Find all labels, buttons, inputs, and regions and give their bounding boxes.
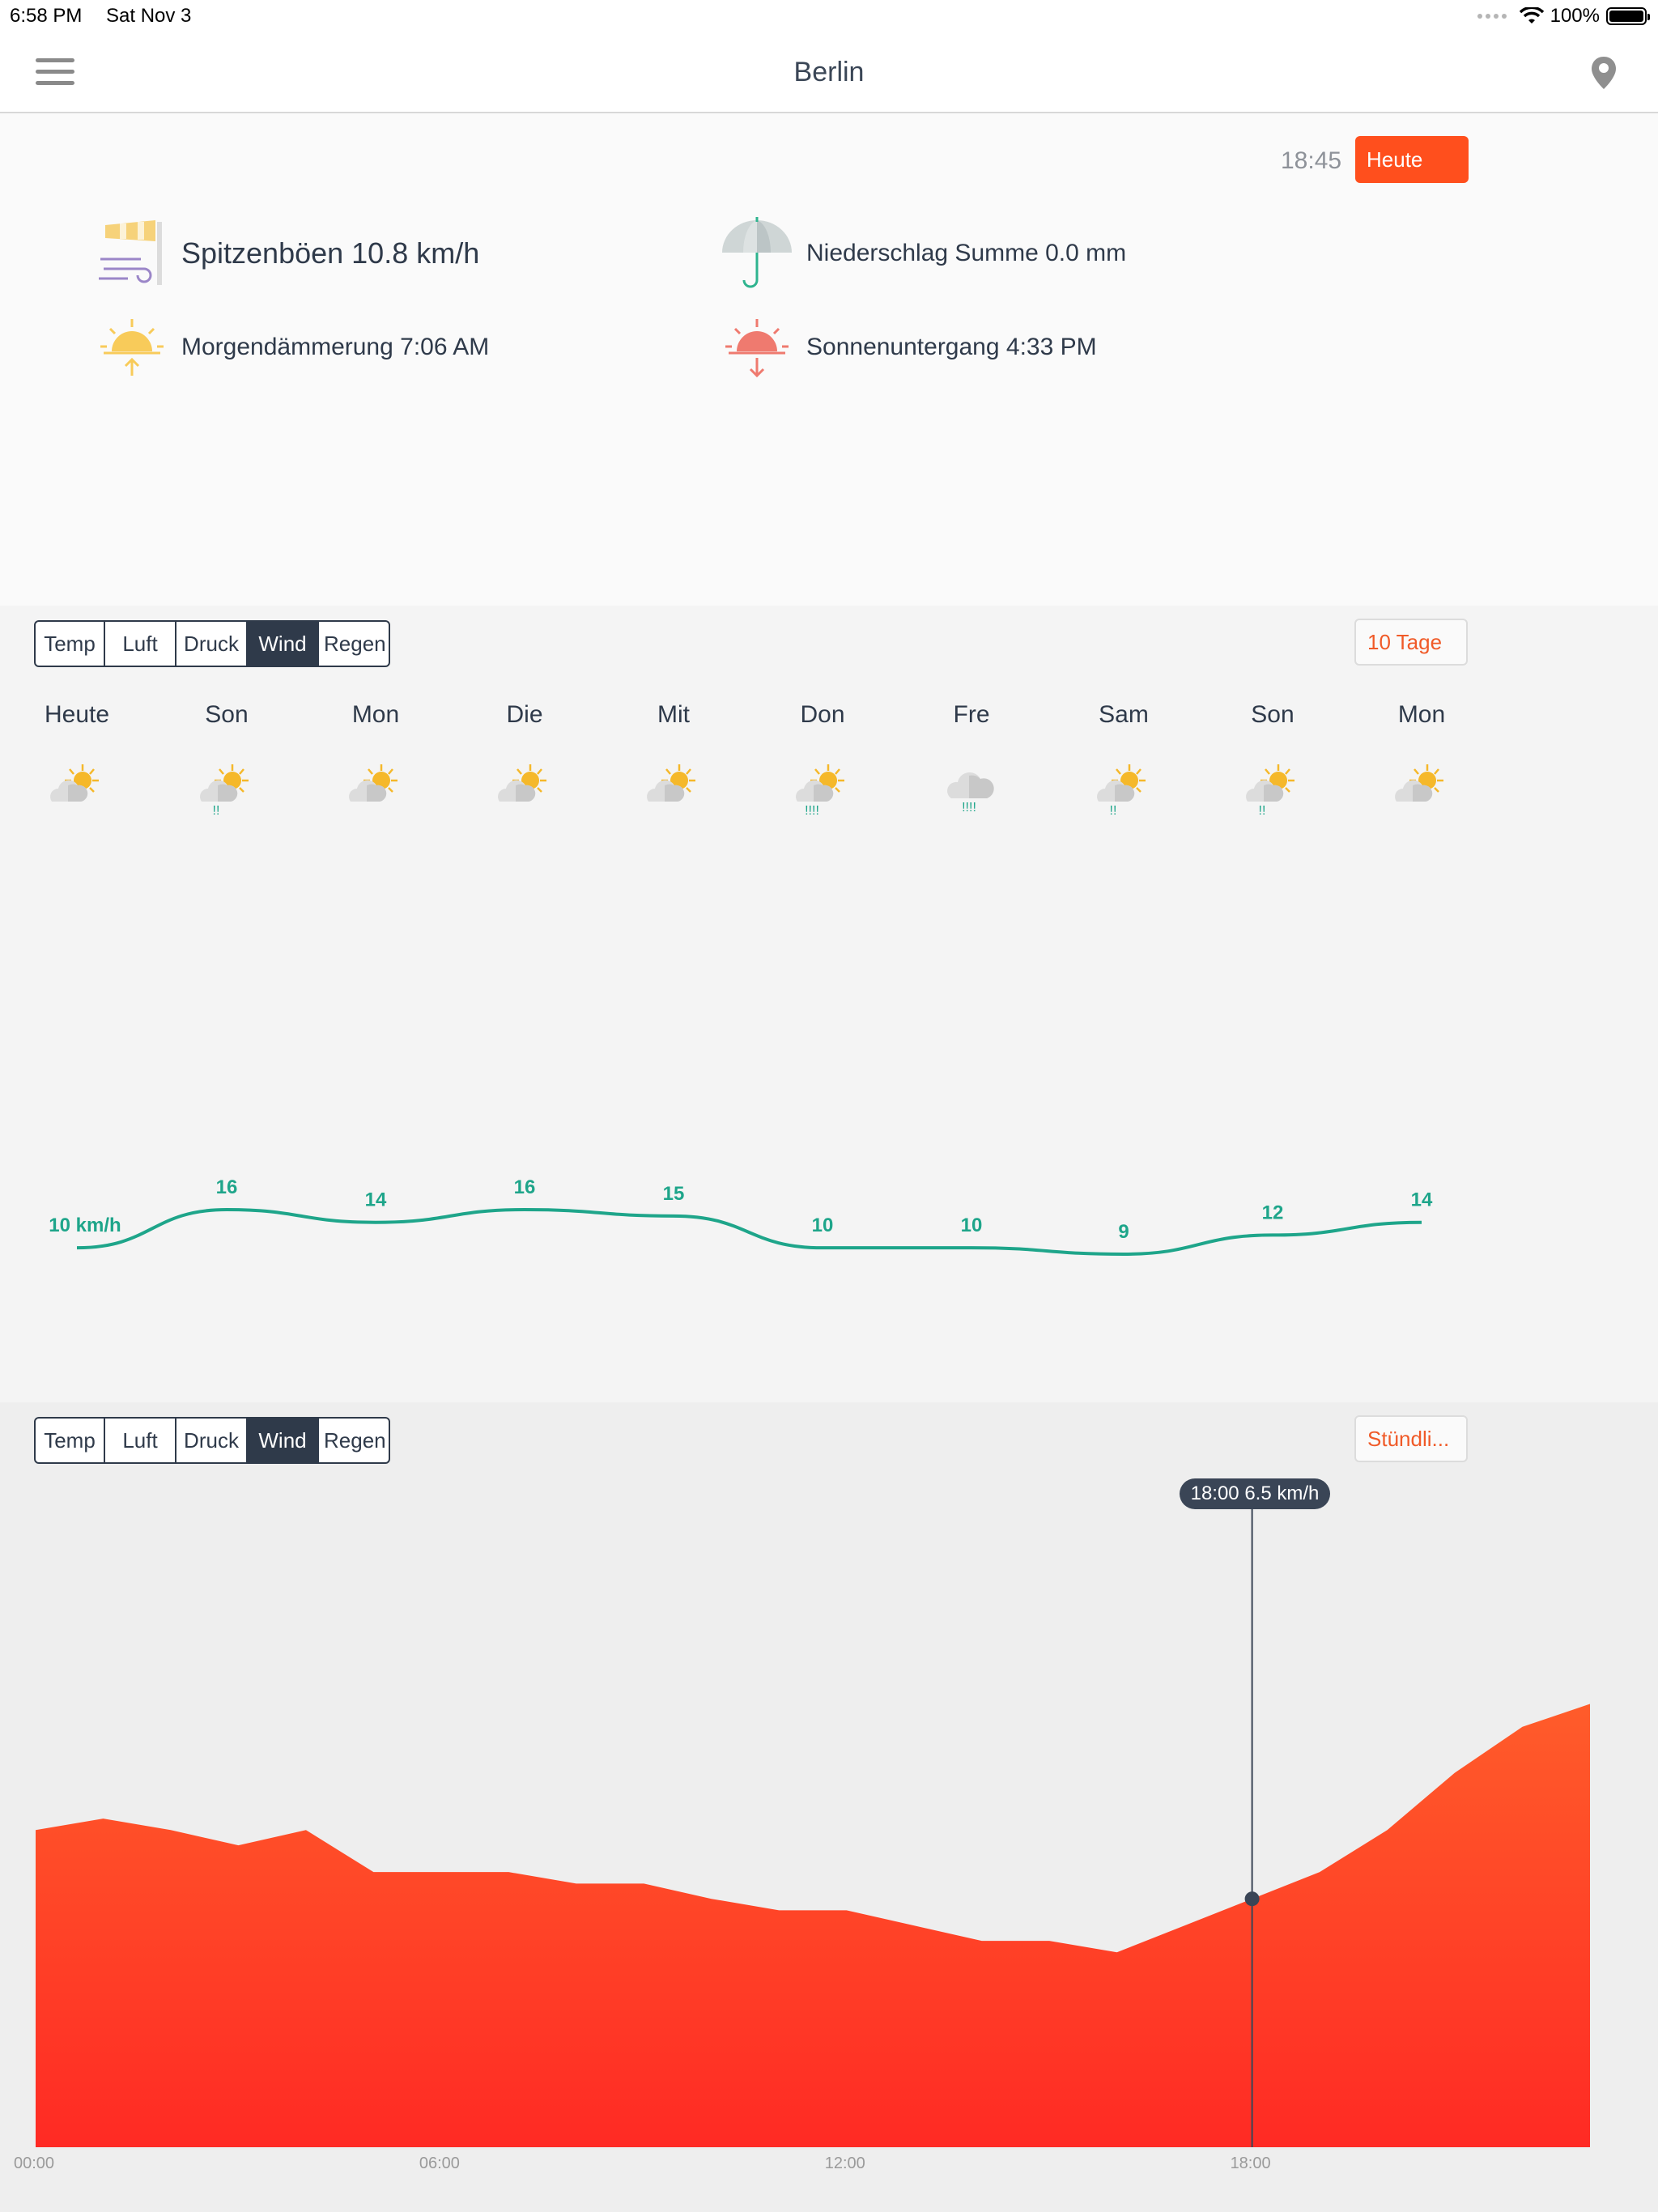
tab-luft[interactable]: Luft [105, 1419, 176, 1462]
data-label: 10 km/h [49, 1214, 121, 1236]
day-column[interactable]: Don!!!! [766, 701, 879, 826]
status-right: 100% [1477, 5, 1650, 28]
gusts-info: Spitzenböen 10.8 km/h [96, 217, 479, 290]
status-time: 6:58 PM [10, 5, 83, 27]
tab-regen[interactable]: Regen [324, 1428, 386, 1453]
day-column[interactable]: Son!! [1216, 701, 1329, 826]
daily-metric-tabs: Temp Luft Druck Wind Regen [34, 620, 390, 667]
data-label: 15 [663, 1183, 685, 1205]
hourly-range-button[interactable]: Stündli... [1354, 1415, 1468, 1462]
ten-days-button[interactable]: 10 Tage [1354, 619, 1468, 666]
day-name: Mit [657, 701, 690, 728]
windsock-icon [99, 220, 162, 285]
sunset-text: Sonnenuntergang 4:33 PM [806, 334, 1097, 360]
nav-bar: Berlin [0, 32, 1658, 113]
day-column[interactable]: Fre!!!! [915, 701, 1028, 826]
battery-percent: 100% [1550, 5, 1600, 27]
gusts-text: Spitzenböen 10.8 km/h [181, 236, 480, 270]
day-column[interactable]: Heute [20, 701, 134, 826]
x-tick-label: 00:00 [14, 2155, 54, 2172]
data-label: 10 [961, 1214, 983, 1236]
wind-line [76, 1207, 1422, 1257]
summary-panel: 18:45 Heute Spitzenböen 10.8 km/h Nieder… [0, 115, 1658, 606]
map-pin-icon[interactable] [1590, 55, 1618, 91]
data-label: 12 [1262, 1202, 1284, 1223]
dawn-text: Morgendämmerung 7:06 AM [181, 334, 490, 360]
partly-cloudy-icon [647, 764, 695, 802]
partly-cloudy-icon [349, 764, 397, 802]
partly-cloudy-icon [50, 764, 99, 802]
day-column[interactable]: Mon [319, 701, 432, 826]
wind-area [36, 1704, 1590, 2147]
rain-indicator: !!!! [962, 801, 976, 815]
tab-regen[interactable]: Regen [324, 632, 386, 656]
sunset-icon [725, 319, 789, 378]
data-label: 14 [365, 1189, 387, 1211]
wifi-icon [1519, 7, 1544, 23]
tab-wind[interactable]: Wind [248, 1419, 319, 1462]
daily-wind-chart: 10 km/h 16 14 16 15 10 10 9 12 14 [49, 1176, 1433, 1257]
umbrella-icon [722, 217, 792, 288]
tab-luft[interactable]: Luft [105, 622, 176, 666]
page-title: Berlin [793, 57, 865, 87]
sunrise-icon [100, 319, 164, 376]
tab-druck[interactable]: Druck [176, 622, 248, 666]
x-tick-label: 18:00 [1231, 2155, 1271, 2172]
rain-indicator: !! [213, 804, 220, 818]
hourly-metric-tabs: Temp Luft Druck Wind Regen [34, 1417, 390, 1464]
day-name: Heute [44, 701, 110, 728]
day-name: Mon [351, 701, 400, 728]
tab-wind[interactable]: Wind [248, 622, 319, 666]
partly-cloudy-rain-icon: !! [200, 764, 249, 818]
data-label: 9 [1118, 1221, 1129, 1243]
day-name: Don [800, 701, 845, 728]
data-label: 16 [514, 1176, 536, 1198]
sunset-info: Sonnenuntergang 4:33 PM [721, 311, 1097, 384]
hourly-wind-chart[interactable]: 00:00 06:00 12:00 18:00 [0, 1402, 1658, 2212]
rain-indicator: !! [1110, 804, 1117, 818]
day-name: Die [506, 701, 543, 728]
partly-cloudy-rain-icon: !!!! [796, 764, 844, 818]
tab-druck[interactable]: Druck [176, 1419, 248, 1462]
today-button[interactable]: Heute [1355, 136, 1469, 183]
day-column[interactable]: Die [468, 701, 581, 826]
dawn-info: Morgendämmerung 7:06 AM [96, 311, 489, 384]
data-label: 10 [812, 1214, 834, 1236]
rain-indicator: !!!! [805, 804, 819, 818]
rain-indicator: !! [1259, 804, 1266, 818]
x-tick-label: 06:00 [419, 2155, 460, 2172]
cursor-point[interactable] [1244, 1891, 1260, 1907]
day-column[interactable]: Mon [1365, 701, 1478, 826]
signal-icon [1477, 14, 1507, 19]
day-name: Son [1251, 701, 1295, 728]
current-time: 18:45 [1281, 147, 1342, 174]
data-label: 16 [216, 1176, 238, 1198]
day-name: Mon [1397, 701, 1446, 728]
day-column[interactable]: Son!! [170, 701, 283, 826]
partly-cloudy-icon [498, 764, 546, 802]
hourly-forecast-panel: Temp Luft Druck Wind Regen Stündli... 00… [0, 1402, 1658, 2212]
partly-cloudy-icon [1395, 764, 1443, 802]
hamburger-icon[interactable] [36, 58, 74, 87]
partly-cloudy-rain-icon: !! [1097, 764, 1146, 818]
tab-temp[interactable]: Temp [36, 622, 105, 666]
status-date: Sat Nov 3 [106, 5, 192, 27]
x-tick-label: 12:00 [825, 2155, 865, 2172]
day-name: Son [205, 701, 249, 728]
day-column[interactable]: Sam!! [1067, 701, 1180, 826]
status-bar: 6:58 PM Sat Nov 3 100% [0, 0, 1658, 32]
day-name: Sam [1099, 701, 1149, 728]
tab-temp[interactable]: Temp [36, 1419, 105, 1462]
partly-cloudy-rain-icon: !! [1246, 764, 1295, 818]
day-column[interactable]: Mit [617, 701, 730, 826]
battery-icon [1606, 7, 1650, 25]
daily-forecast-panel: Temp Luft Druck Wind Regen 10 Tage Heute… [0, 606, 1658, 1402]
cloudy-rain-icon: !!!! [947, 772, 994, 815]
day-name: Fre [953, 701, 990, 728]
precipitation-text: Niederschlag Summe 0.0 mm [806, 240, 1127, 266]
precipitation-info: Niederschlag Summe 0.0 mm [721, 217, 1126, 290]
data-label: 14 [1411, 1189, 1433, 1211]
chart-tooltip: 18:00 6.5 km/h [1179, 1478, 1331, 1509]
